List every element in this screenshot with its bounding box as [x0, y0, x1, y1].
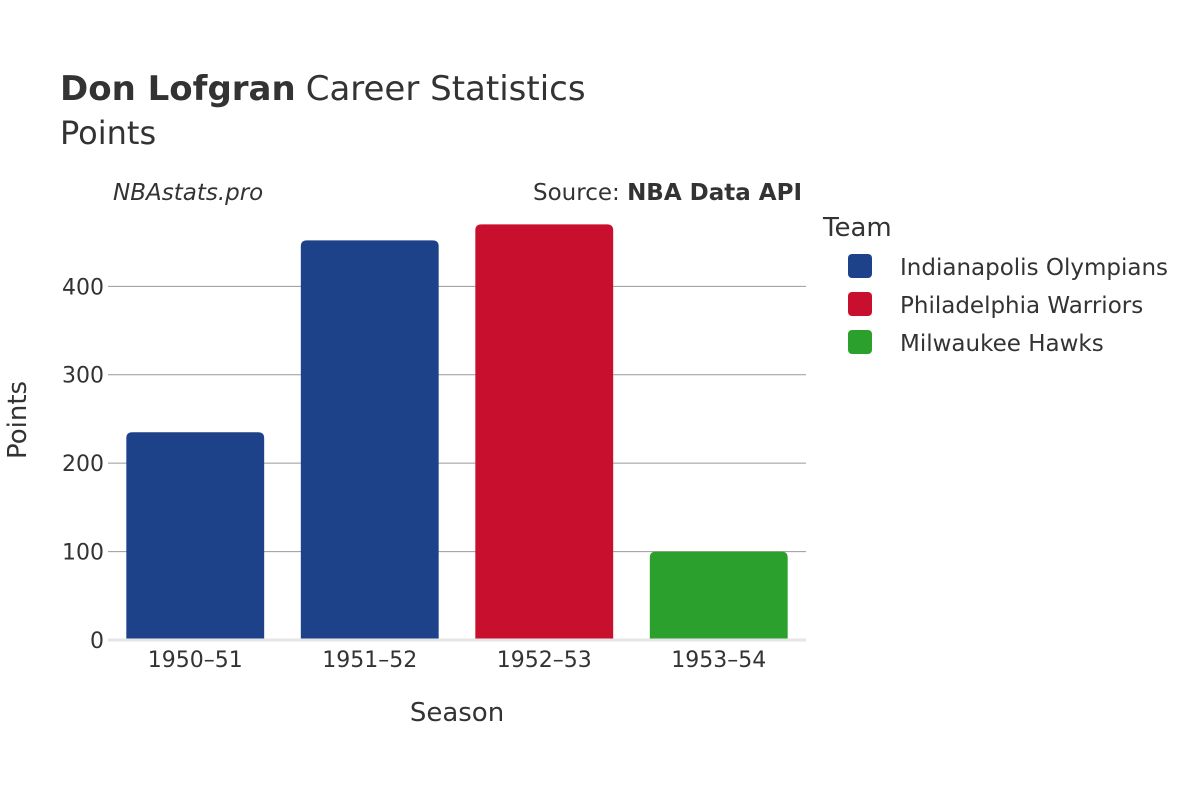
y-tick-labels: 0 100 200 300 400 [62, 275, 104, 654]
bar-1952–53 [475, 224, 614, 640]
source-name: NBA Data API [627, 180, 802, 206]
y-tick-label: 100 [62, 541, 104, 566]
bar-1950–51 [126, 432, 265, 640]
bar-1953–54 [649, 551, 788, 640]
chart-subtitle: Points [60, 114, 156, 152]
legend-swatch [848, 254, 872, 278]
chart-title-player: Don Lofgran [60, 69, 296, 109]
legend-title: Team [822, 213, 892, 243]
site-credit: NBAstats.pro [113, 180, 263, 206]
y-axis-title: Points [3, 381, 33, 459]
y-tick-label: 0 [90, 629, 104, 654]
source-prefix: Source: [533, 180, 627, 206]
x-tick-label: 1953–54 [671, 648, 766, 673]
legend-swatch [848, 330, 872, 354]
legend-label: Philadelphia Warriors [900, 293, 1143, 319]
source-credit: Source: NBA Data API [533, 180, 802, 206]
x-axis-title: Season [410, 698, 504, 728]
x-tick-label: 1952–53 [497, 648, 592, 673]
y-tick-label: 300 [62, 364, 104, 389]
x-tick-label: 1951–52 [322, 648, 417, 673]
x-tick-label: 1950–51 [148, 648, 243, 673]
legend: Indianapolis Olympians Philadelphia Warri… [848, 254, 1168, 357]
y-tick-label: 200 [62, 452, 104, 477]
legend-swatch [848, 292, 872, 316]
chart-title-suffix: Career Statistics [306, 69, 586, 109]
chart-title: Don Lofgran Career Statistics [60, 69, 586, 109]
legend-label: Milwaukee Hawks [900, 331, 1104, 357]
legend-label: Indianapolis Olympians [900, 255, 1168, 281]
bars [126, 224, 788, 640]
bar-1951–52 [300, 240, 439, 640]
y-tick-label: 400 [62, 275, 104, 300]
x-tick-labels: 1950–51 1951–52 1952–53 1953–54 [148, 648, 766, 673]
